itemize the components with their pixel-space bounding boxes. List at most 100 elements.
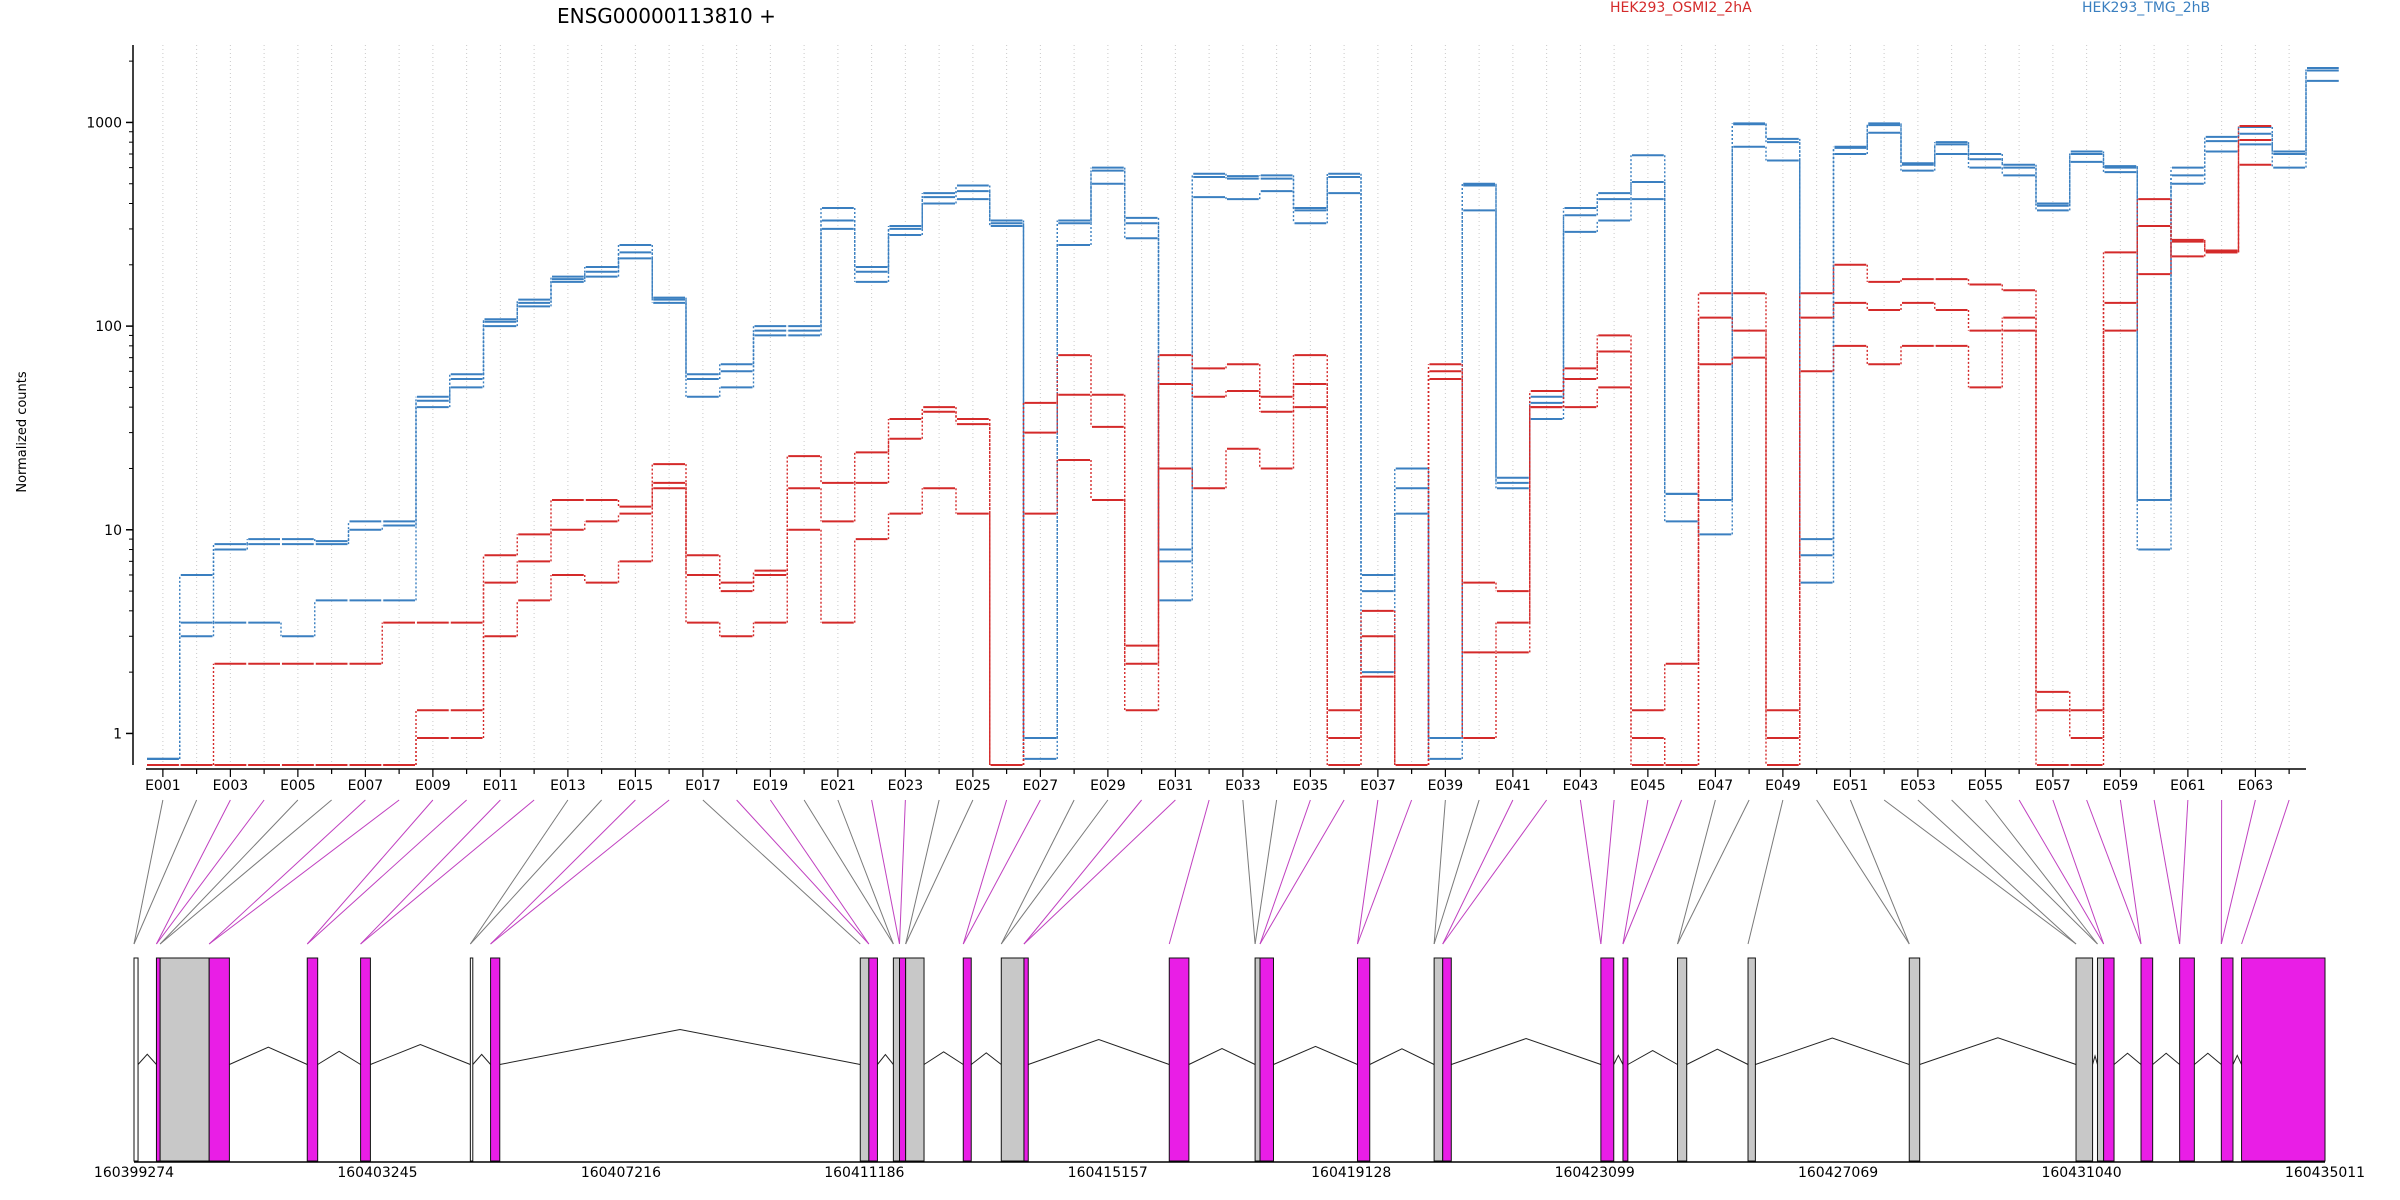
exon-tick-label: E055	[1968, 778, 2004, 794]
exon-tick-label: E053	[1900, 778, 1936, 794]
intron-line	[370, 1043, 471, 1065]
connector-line	[1259, 799, 1345, 945]
exon-tick-label: E007	[348, 778, 384, 794]
exon-tick-label: E001	[145, 778, 181, 794]
exon-block	[1622, 957, 1629, 1162]
connector-line	[360, 799, 501, 945]
connector-line	[905, 799, 974, 945]
connector-line	[1579, 799, 1602, 945]
connector-line	[962, 799, 1008, 945]
connector-line	[1600, 799, 1615, 945]
exon-block	[2096, 957, 2105, 1162]
intron-line	[1273, 1045, 1358, 1065]
intron-line	[1451, 1038, 1602, 1065]
series-layer	[147, 67, 2339, 766]
exon-axis: E001 E003 E005 E007 E009 E011 E013 E015 E017 E019…	[145, 768, 2306, 794]
intron-line	[2152, 1052, 2180, 1065]
exon-tick-label: E063	[2238, 778, 2274, 794]
exon-tick-label: E021	[820, 778, 856, 794]
exon-block	[905, 957, 925, 1162]
coord-label: 160407216	[581, 1165, 661, 1181]
connector-line	[1984, 799, 2098, 945]
exon-block	[892, 957, 901, 1162]
coord-label: 160431040	[2041, 1165, 2121, 1181]
exon-tick-label: E051	[1833, 778, 1869, 794]
connector-line	[1254, 799, 1278, 945]
exon-tick-label: E013	[550, 778, 586, 794]
exon-block	[1677, 957, 1688, 1162]
connector-line	[1917, 799, 2077, 945]
exon-tick-label: E061	[2170, 778, 2206, 794]
intron-line	[1627, 1049, 1678, 1065]
y-tick-label: 100	[95, 319, 122, 335]
series-osmi-5	[147, 163, 2272, 766]
exon-tick-label: E039	[1428, 778, 1464, 794]
intron-line	[1755, 1037, 1910, 1065]
exon-tick-label: E049	[1765, 778, 1801, 794]
connector-line	[803, 799, 894, 945]
exon-tick-label: E031	[1158, 778, 1194, 794]
y-axis-label: Normalized counts	[15, 371, 30, 493]
exon-tick-label: E023	[888, 778, 924, 794]
connector-line	[155, 799, 231, 945]
connector-line	[159, 799, 332, 945]
exon-block	[962, 957, 972, 1162]
connector-line	[469, 799, 569, 945]
exon-block	[1747, 957, 1756, 1162]
connector-line	[1677, 799, 1750, 945]
connector-line	[1849, 799, 1910, 945]
coord-label: 160399274	[94, 1165, 174, 1181]
exon-block	[1023, 957, 1029, 1162]
intron-line	[1028, 1039, 1170, 1065]
coord-label: 160423099	[1555, 1165, 1635, 1181]
exon-tick-label: E059	[2103, 778, 2139, 794]
coord-label: 160403245	[337, 1165, 417, 1181]
connector-line	[1677, 799, 1716, 945]
connector-line	[1023, 799, 1143, 945]
connector-line	[2086, 799, 2142, 945]
exon-block	[469, 957, 474, 1162]
series-tmg-2	[147, 67, 2339, 760]
exon-tick-label: E041	[1495, 778, 1531, 794]
connector-line	[1951, 799, 2098, 945]
y-tick-label: 1000	[86, 115, 122, 131]
connector-line	[2241, 799, 2290, 945]
exon-block	[490, 957, 501, 1162]
exon-tick-label: E005	[280, 778, 316, 794]
exon-block	[1000, 957, 1025, 1162]
exon-block	[1254, 957, 1261, 1162]
coord-label: 160427069	[1798, 1165, 1878, 1181]
connector-line	[156, 799, 265, 945]
intron-line	[499, 1028, 861, 1065]
connector-line	[962, 799, 1041, 945]
exon-block	[208, 957, 230, 1162]
exon-tick-label: E015	[618, 778, 654, 794]
exon-block	[899, 957, 907, 1162]
intron-line	[1686, 1048, 1749, 1065]
connector-line	[2153, 799, 2181, 945]
exon-tick-label: E017	[685, 778, 721, 794]
connector-line	[2052, 799, 2105, 945]
intron-line	[2194, 1052, 2222, 1065]
exon-block	[868, 957, 878, 1162]
exon-block	[859, 957, 870, 1162]
intron-line	[1919, 1037, 2077, 1065]
intron-line	[472, 1053, 491, 1065]
connector-line	[1816, 799, 1910, 945]
connector-line	[1622, 799, 1649, 945]
exon-tick-label: E009	[415, 778, 451, 794]
exon-tick-label: E035	[1293, 778, 1329, 794]
exon-block	[306, 957, 319, 1162]
connector-line	[2119, 799, 2142, 945]
connector-line	[1356, 799, 1379, 945]
intron-line	[2092, 1054, 2098, 1065]
y-tick-label: 1	[113, 726, 122, 742]
connector-line	[1357, 799, 1413, 945]
intron-line	[137, 1053, 157, 1065]
connector-line	[1023, 799, 1176, 945]
exon-block	[2179, 957, 2195, 1162]
legend-label-osmi: HEK293_OSMI2_2hA	[1610, 0, 1752, 16]
exon-tick-label: E019	[753, 778, 789, 794]
intron-line	[1613, 1054, 1624, 1065]
